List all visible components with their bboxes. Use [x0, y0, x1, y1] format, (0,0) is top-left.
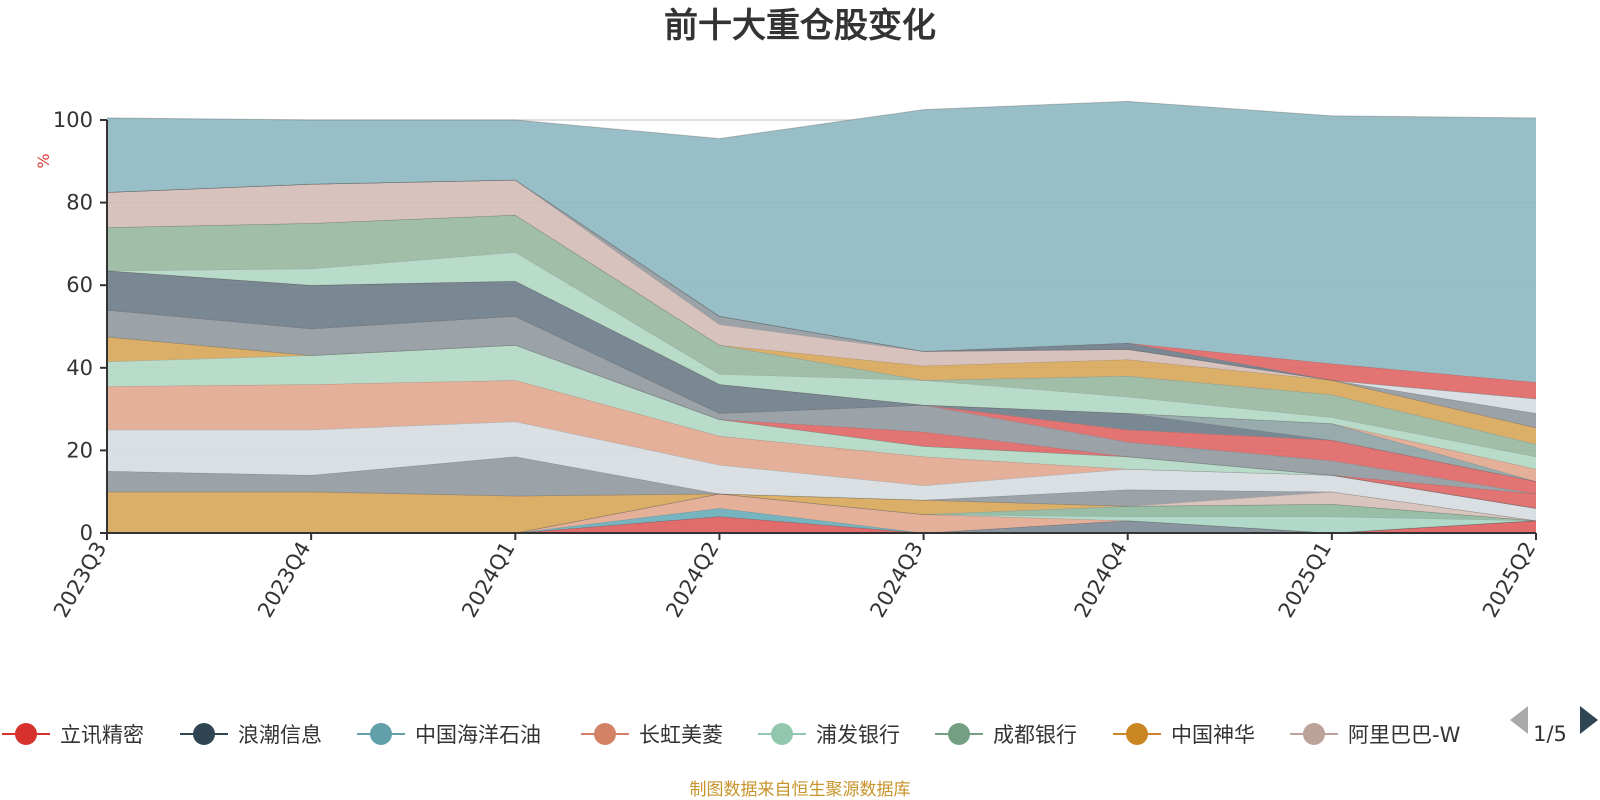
legend-item-8[interactable]: 阿里巴巴-W [1290, 723, 1461, 747]
area-series-27 [107, 179, 1536, 399]
legend-page-indicator: 1/5 [1533, 722, 1567, 746]
legend-marker-icon [594, 723, 616, 745]
y-axis-unit: % [34, 153, 53, 168]
y-tick-label-4: 80 [66, 191, 93, 215]
y-tick-label-3: 60 [66, 273, 93, 297]
chart-title: 前十大重仓股变化 [664, 6, 936, 46]
area-series-21 [107, 214, 1536, 457]
y-tick-label-0: 0 [80, 521, 93, 545]
area-series-10 [107, 421, 1536, 521]
x-tick-label-1: 2023Q4 [253, 538, 315, 622]
y-tick-label-5: 100 [53, 108, 93, 132]
legend-prev-icon[interactable] [1510, 706, 1528, 734]
legend-item-7[interactable]: 中国神华 [1113, 723, 1255, 747]
x-tick-label-3: 2024Q2 [661, 538, 723, 622]
legend-label: 中国海洋石油 [415, 723, 541, 747]
area-series-20 [107, 252, 1536, 469]
legend-label: 浪潮信息 [238, 723, 322, 747]
area-series-6 [107, 493, 1536, 533]
area-series-15 [107, 309, 1536, 494]
x-tick-label-4: 2024Q3 [865, 538, 927, 622]
x-tick-label-7: 2025Q2 [1478, 538, 1540, 622]
legend-next-icon[interactable] [1580, 706, 1598, 734]
y-tick-label-2: 40 [66, 356, 93, 380]
area-series-13 [107, 336, 1536, 509]
legend-marker-icon [771, 723, 793, 745]
legend-item-5[interactable]: 浦发银行 [758, 723, 900, 747]
area-series-28 [107, 101, 1536, 383]
area-series-5 [107, 493, 1536, 533]
legend-marker-icon [193, 723, 215, 745]
x-tick-label-5: 2024Q4 [1070, 538, 1132, 622]
legend-label: 阿里巴巴-W [1348, 723, 1461, 747]
area-series-23 [107, 179, 1536, 428]
legend-label: 中国神华 [1171, 723, 1255, 747]
legend-label: 成都银行 [993, 723, 1077, 747]
area-series-25 [107, 179, 1536, 414]
area-series-4 [107, 493, 1536, 533]
legend-label: 长虹美菱 [639, 723, 723, 747]
legend-item-4[interactable]: 长虹美菱 [581, 723, 723, 747]
area-series-11 [107, 380, 1536, 509]
legend-pager: 1/5 [1510, 706, 1598, 746]
legend-item-2[interactable]: 浪潮信息 [180, 723, 322, 747]
area-series-17 [107, 270, 1536, 482]
legend: 立讯精密 浪潮信息 中国海洋石油 长虹美菱 浦发银行 成都银行 中国神华 阿里巴巴-W [2, 723, 1461, 747]
legend-label: 浦发银行 [816, 723, 900, 747]
x-tick-label-6: 2025Q1 [1274, 538, 1336, 622]
area-series-7 [107, 491, 1536, 533]
legend-marker-icon [15, 723, 37, 745]
area-series-12 [107, 345, 1536, 509]
legend-marker-icon [948, 723, 970, 745]
x-tick-label-0: 2023Q3 [49, 538, 111, 622]
x-tick-label-2: 2024Q1 [457, 538, 519, 622]
legend-marker-icon [1126, 723, 1148, 745]
legend-marker-icon [1303, 723, 1325, 745]
legend-marker-icon [370, 723, 392, 745]
legend-item-1[interactable]: 立讯精密 [2, 723, 144, 747]
legend-item-6[interactable]: 成都银行 [935, 723, 1077, 747]
legend-item-3[interactable]: 中国海洋石油 [357, 723, 541, 747]
y-tick-label-1: 20 [66, 438, 93, 462]
stacked-areas [106, 100, 1537, 534]
area-edge-28 [106, 100, 1537, 140]
area-series-2 [107, 516, 1536, 533]
area-series-9 [107, 456, 1536, 521]
data-source-note: 制图数据来自恒生聚源数据库 [690, 780, 911, 800]
legend-label: 立讯精密 [60, 723, 144, 747]
